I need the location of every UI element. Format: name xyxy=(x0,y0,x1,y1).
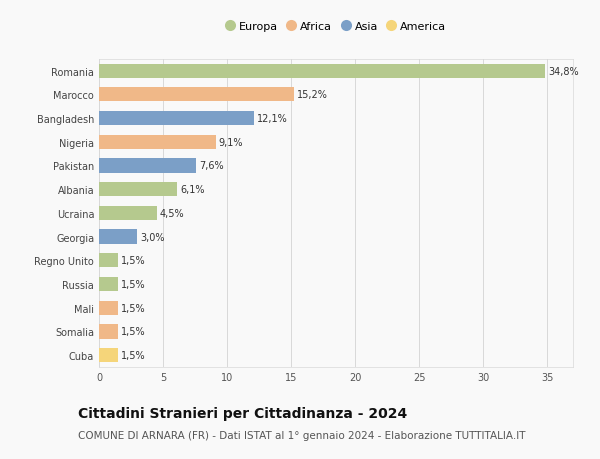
Text: 1,5%: 1,5% xyxy=(121,303,146,313)
Bar xyxy=(99,277,118,291)
Text: 9,1%: 9,1% xyxy=(219,138,243,147)
Bar xyxy=(99,64,545,78)
Bar xyxy=(99,230,137,244)
Text: 3,0%: 3,0% xyxy=(140,232,165,242)
Bar xyxy=(99,112,254,126)
Bar xyxy=(99,159,196,173)
Bar xyxy=(99,135,215,150)
Text: 1,5%: 1,5% xyxy=(121,350,146,360)
Text: 1,5%: 1,5% xyxy=(121,327,146,337)
Bar xyxy=(99,348,118,363)
Text: 15,2%: 15,2% xyxy=(297,90,328,100)
Text: 34,8%: 34,8% xyxy=(548,67,578,77)
Bar xyxy=(99,88,294,102)
Text: 4,5%: 4,5% xyxy=(160,208,184,218)
Text: 1,5%: 1,5% xyxy=(121,256,146,266)
Text: 1,5%: 1,5% xyxy=(121,280,146,289)
Bar xyxy=(99,183,177,197)
Text: Cittadini Stranieri per Cittadinanza - 2024: Cittadini Stranieri per Cittadinanza - 2… xyxy=(78,406,407,420)
Text: 12,1%: 12,1% xyxy=(257,114,288,124)
Bar xyxy=(99,207,157,220)
Text: 7,6%: 7,6% xyxy=(200,161,224,171)
Bar xyxy=(99,325,118,339)
Legend: Europa, Africa, Asia, America: Europa, Africa, Asia, America xyxy=(226,22,446,32)
Text: COMUNE DI ARNARA (FR) - Dati ISTAT al 1° gennaio 2024 - Elaborazione TUTTITALIA.: COMUNE DI ARNARA (FR) - Dati ISTAT al 1°… xyxy=(78,430,526,440)
Bar xyxy=(99,254,118,268)
Text: 6,1%: 6,1% xyxy=(181,185,205,195)
Bar xyxy=(99,301,118,315)
